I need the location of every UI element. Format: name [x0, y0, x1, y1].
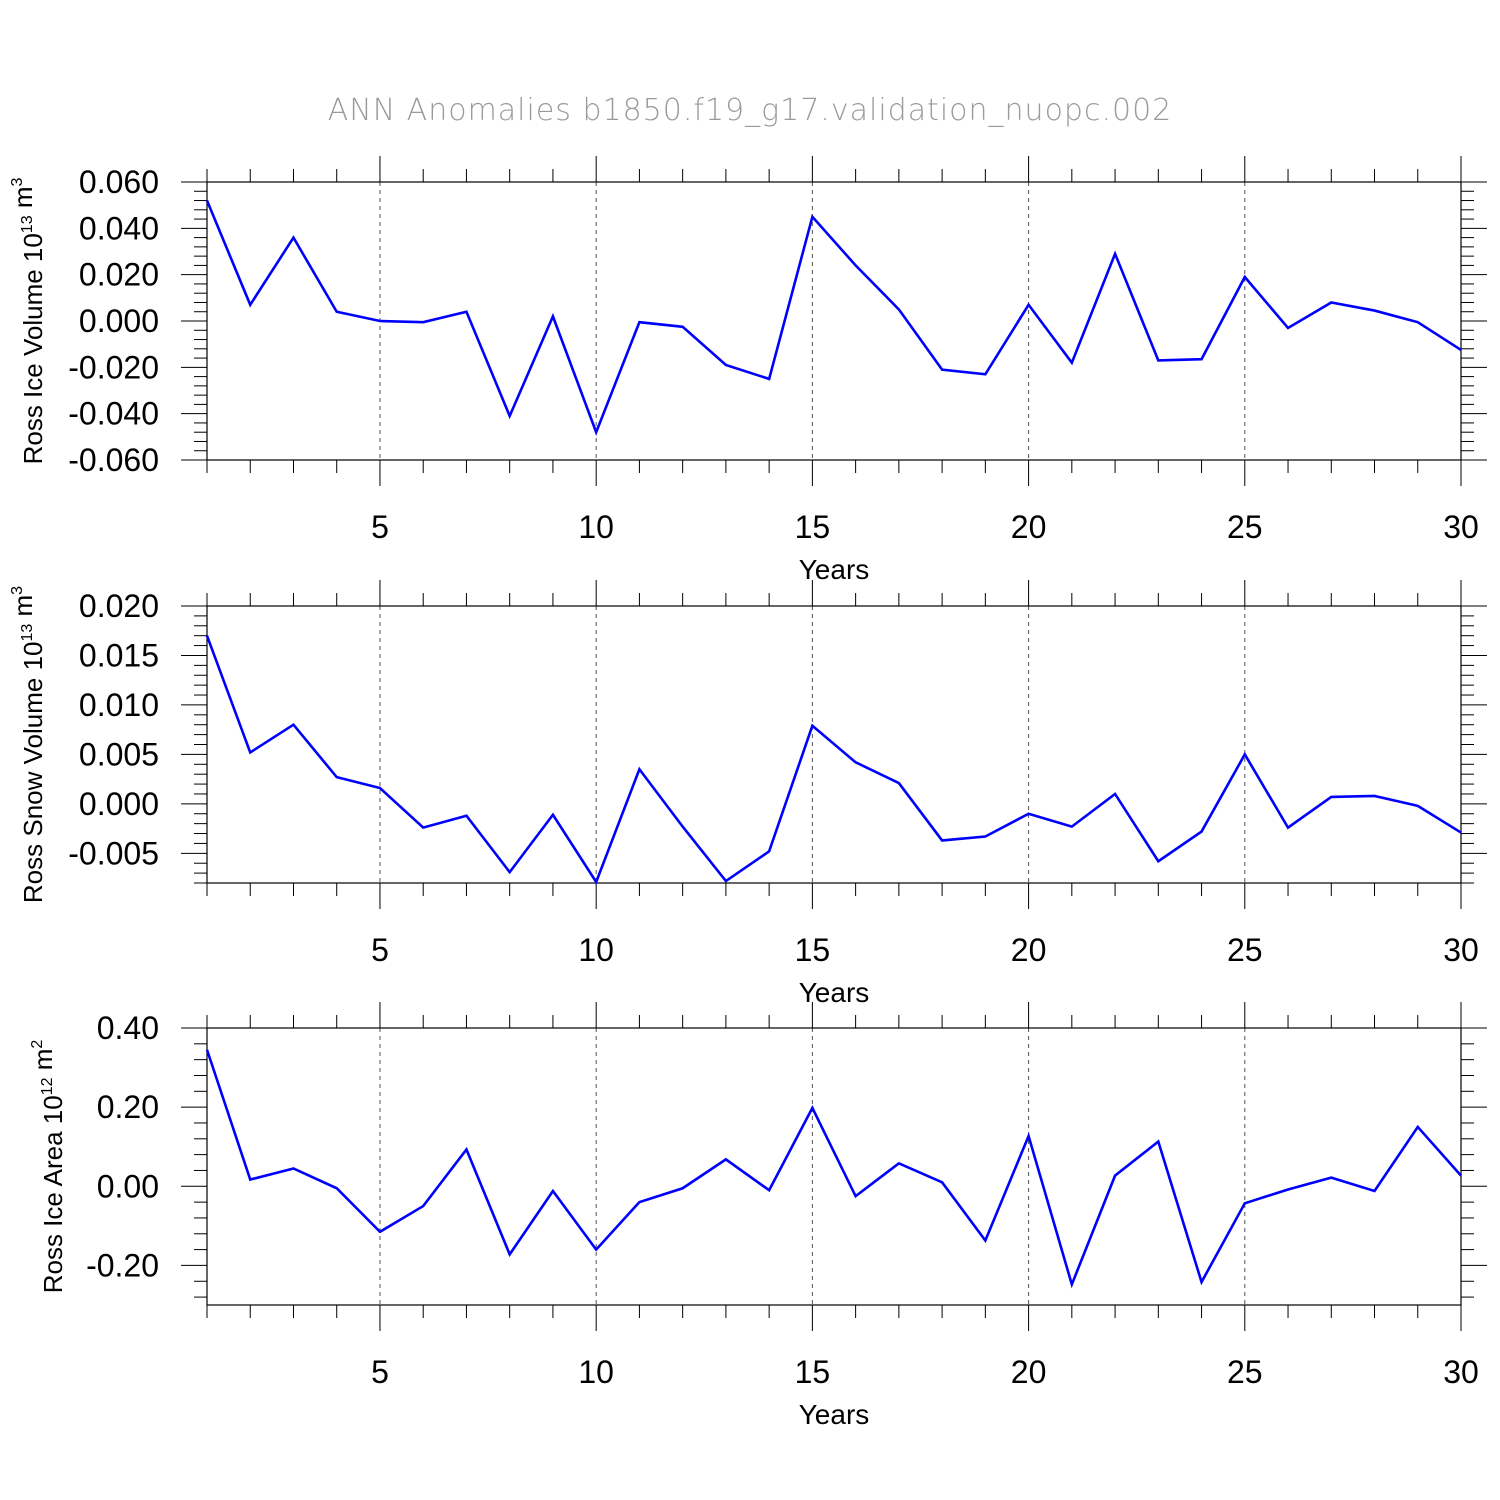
x-tick-label: 20 — [1011, 932, 1047, 968]
y-label-part: Ross Snow Volume 10 — [18, 642, 48, 904]
y-tick-label: 0.020 — [79, 257, 159, 293]
y-tick-label: 0.00 — [97, 1168, 159, 1204]
x-tick-label: 15 — [795, 509, 831, 545]
y-tick-label: 0.000 — [79, 303, 159, 339]
ice-volume-panel: -0.060 -0.040 -0.020 0.000 0.020 0.040 0.060 5 1… — [8, 156, 1487, 585]
x-tick-label: 25 — [1227, 509, 1263, 545]
y-label-superscript: 3 — [9, 177, 26, 186]
x-tick-label: 30 — [1443, 932, 1479, 968]
series-line — [205, 200, 1462, 436]
y-label-part: m — [8, 186, 38, 215]
y-tick-label: 0.015 — [79, 637, 159, 673]
x-tick-label: 20 — [1011, 1354, 1047, 1390]
y-tick-label: -0.060 — [68, 442, 159, 478]
x-tick-label: 20 — [1011, 509, 1047, 545]
y-tick-label: 0.000 — [79, 786, 159, 822]
y-axis-label: Ross Ice Volume 1013 m3 — [8, 177, 48, 464]
series-line — [205, 635, 1462, 885]
y-label-superscript: 13 — [19, 215, 36, 233]
x-tick-label: 25 — [1227, 932, 1263, 968]
x-axis-label: Years — [799, 1399, 870, 1430]
y-tick-label: 0.40 — [97, 1010, 159, 1046]
y-label-part: m — [8, 595, 38, 624]
ice-area-panel: -0.20 0.00 0.20 0.40 5 10 15 20 25 30 Years Ross Ic… — [28, 1002, 1487, 1430]
x-tick-label: 30 — [1443, 509, 1479, 545]
y-tick-label: 0.040 — [79, 210, 159, 246]
y-axis-label: Ross Snow Volume 1013 m3 — [8, 586, 48, 903]
y-label-part: Ross Ice Volume 10 — [18, 233, 48, 464]
x-tick-label: 30 — [1443, 1354, 1479, 1390]
x-tick-label: 10 — [578, 932, 614, 968]
y-label-superscript: 13 — [19, 624, 36, 642]
x-axis-label: Years — [799, 554, 870, 585]
y-tick-label: 0.060 — [79, 164, 159, 200]
x-tick-label: 5 — [371, 509, 389, 545]
y-tick-label: 0.020 — [79, 588, 159, 624]
y-label-superscript: 12 — [39, 1077, 56, 1095]
snow-volume-panel: -0.005 0.000 0.005 0.010 0.015 0.020 5 10 15 20 25… — [8, 580, 1487, 1008]
x-tick-label: 10 — [578, 1354, 614, 1390]
x-tick-label: 10 — [578, 509, 614, 545]
y-tick-label: -0.040 — [68, 396, 159, 432]
x-tick-label: 25 — [1227, 1354, 1263, 1390]
x-tick-label: 15 — [795, 1354, 831, 1390]
y-axis-label: Ross Ice Area 1012 m2 — [28, 1040, 68, 1294]
x-tick-label: 5 — [371, 1354, 389, 1390]
y-tick-label: -0.005 — [68, 835, 159, 871]
series-line — [205, 1049, 1462, 1289]
y-tick-label: 0.010 — [79, 687, 159, 723]
x-axis-label: Years — [799, 977, 870, 1008]
y-label-part: m — [28, 1049, 58, 1078]
y-tick-label: -0.20 — [86, 1247, 159, 1283]
y-tick-label: 0.005 — [79, 736, 159, 772]
y-tick-label: 0.20 — [97, 1089, 159, 1125]
chart-title: ANN Anomalies b1850.f19_g17.validation_n… — [328, 93, 1173, 128]
x-tick-label: 5 — [371, 932, 389, 968]
y-label-superscript: 2 — [29, 1040, 46, 1049]
y-label-superscript: 3 — [9, 586, 26, 595]
x-tick-label: 15 — [795, 932, 831, 968]
plot-frame — [206, 1027, 1462, 1306]
y-label-part: Ross Ice Area 10 — [38, 1095, 68, 1293]
y-tick-label: -0.020 — [68, 349, 159, 385]
